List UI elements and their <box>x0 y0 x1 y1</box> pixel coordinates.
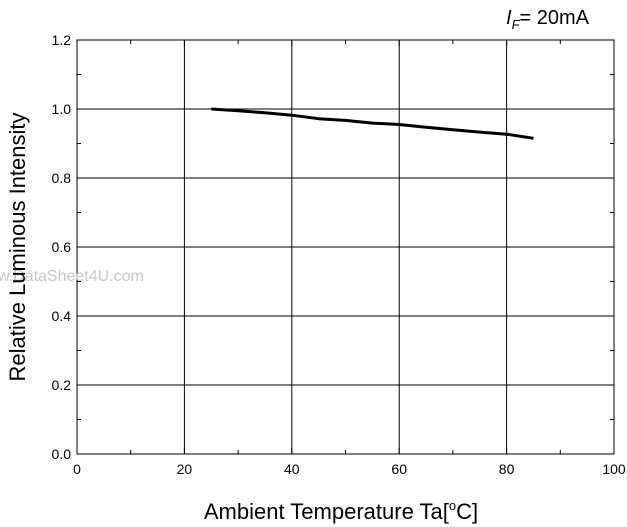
condition-symbol: I <box>506 7 512 29</box>
series-line <box>211 107 534 140</box>
y-tick-label: 0.0 <box>52 446 72 462</box>
ticks <box>76 39 615 455</box>
plot-frame <box>76 39 615 455</box>
y-tick-label: 0.6 <box>52 239 72 255</box>
x-tick-label: 20 <box>177 461 193 477</box>
condition-subscript: F <box>512 17 521 32</box>
y-axis-title: Relative Luminous Intensity <box>5 112 30 381</box>
x-tick-label: 100 <box>602 461 626 477</box>
test-condition: IF= 20mA <box>506 7 590 32</box>
x-tick-label: 80 <box>499 461 515 477</box>
y-tick-label: 0.2 <box>52 377 72 393</box>
y-tick-labels: 0.0 0.2 0.4 0.6 0.8 1.0 1.2 <box>52 32 72 462</box>
grid <box>77 40 614 454</box>
x-tick-label: 40 <box>284 461 300 477</box>
y-tick-label: 1.0 <box>52 101 72 117</box>
condition-value: = 20mA <box>520 7 590 29</box>
x-tick-label: 60 <box>391 461 407 477</box>
series <box>211 107 534 140</box>
watermark: w.DataSheet4U.com <box>0 268 144 285</box>
x-axis-title-unit: C] <box>456 499 478 524</box>
x-axis-title: Ambient Temperature Ta[oC] <box>204 498 478 524</box>
y-tick-label: 0.8 <box>52 170 72 186</box>
y-tick-label: 0.4 <box>52 308 72 324</box>
x-tick-label: 0 <box>73 461 81 477</box>
y-tick-label: 1.2 <box>52 32 72 48</box>
x-tick-labels: 0 20 40 60 80 100 <box>73 461 626 477</box>
x-axis-title-text: Ambient Temperature Ta[ <box>204 499 449 524</box>
x-axis-title-degree: o <box>449 498 456 513</box>
